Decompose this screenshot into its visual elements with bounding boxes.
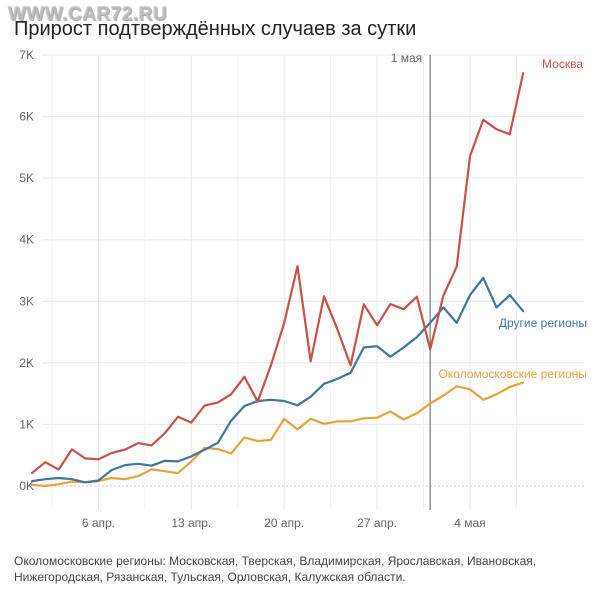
label-layer: Москва Другие регионы Околомосковские реги… [439, 57, 587, 381]
y-tick-label: 3K [19, 294, 34, 308]
series-label: Другие регионы [499, 316, 587, 330]
series-line [30, 276, 525, 484]
y-tick-label: 4K [19, 233, 34, 247]
series-label: Околомосковские регионы [439, 367, 587, 381]
chart-title: Прирост подтверждённых случаев за сутки [14, 18, 417, 40]
date-marker-layer: 1 мая [391, 51, 431, 510]
y-tick-label: 2K [19, 356, 34, 370]
date-marker-label: 1 мая [391, 51, 422, 65]
y-tick-label: 0K [19, 479, 34, 493]
x-tick-label: 4 мая [454, 516, 485, 530]
series-layer [30, 72, 525, 488]
x-tick-label: 13 апр. [171, 516, 211, 530]
series-line [30, 381, 525, 488]
series-label: Москва [542, 57, 583, 71]
x-tick-label: 27 апр. [357, 516, 397, 530]
series-line [30, 72, 525, 474]
y-tick-label: 7K [19, 48, 34, 62]
y-tick-label: 6K [19, 110, 34, 124]
y-tick-label: 5K [19, 171, 34, 185]
footnote: Околомосковские регионы: Московская, Тве… [14, 554, 537, 584]
x-tick-label: 6 апр. [82, 516, 115, 530]
y-tick-label: 1K [19, 417, 34, 431]
x-tick-label: 20 апр. [264, 516, 304, 530]
